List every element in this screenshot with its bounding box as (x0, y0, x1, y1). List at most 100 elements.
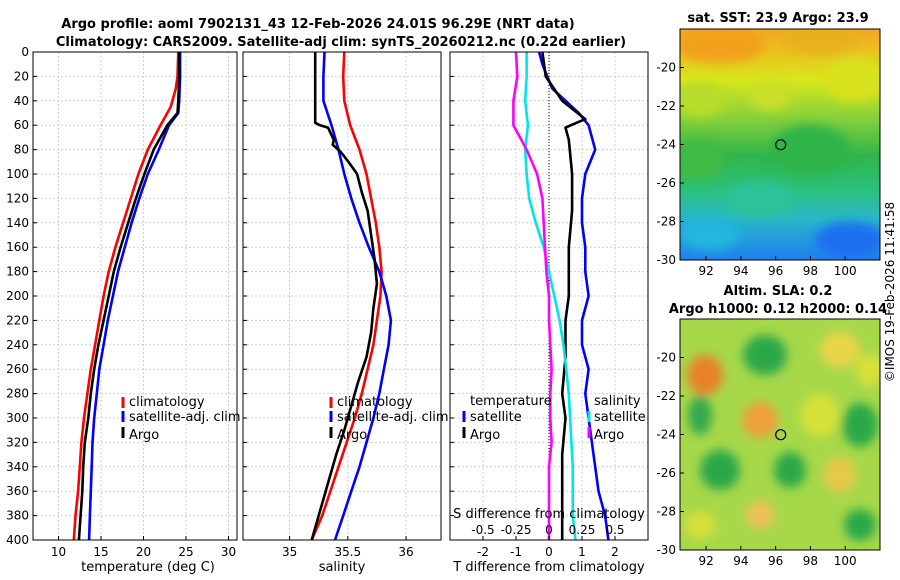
map-y-tick-label: -30 (656, 543, 676, 557)
y-tick-label: 160 (6, 240, 29, 254)
x2-tick-label: 0.5 (605, 523, 624, 537)
temperature-panel: 10 15 20 25 30020406080100120140160180200220… (6, 45, 238, 559)
sla-patches (684, 332, 880, 541)
x2-tick-label: 0.25 (569, 523, 596, 537)
map-y-tick-label: -30 (656, 253, 676, 267)
y-tick-label: 120 (6, 191, 29, 205)
map-y-tick-label: -28 (656, 215, 676, 229)
legend-label-argo: Argo (129, 428, 159, 443)
map-y-tick-label: -28 (656, 505, 676, 519)
salinity-panel: 35 35.5 36 (242, 51, 442, 559)
map-x-tick-label: 98 (803, 264, 818, 278)
y-tick-label: 260 (6, 362, 29, 376)
y-tick-label: 20 (14, 69, 29, 83)
map-x-tick-label: 96 (768, 554, 783, 568)
y-tick-label: 220 (6, 313, 29, 327)
argo-position-marker (775, 429, 787, 441)
map-y-tick-label: -20 (656, 351, 676, 365)
difference-xlabel: T difference from climatology (452, 560, 645, 575)
y-tick-label: 80 (14, 143, 29, 157)
x-tick-label: 30 (221, 545, 236, 559)
figure-title-line2: Climatology: CARS2009. Satellite-adj cli… (56, 35, 626, 50)
map-y-tick-label: -20 (656, 61, 676, 75)
x2-tick-label: 0 (545, 523, 553, 537)
imos-timestamp: ©IMOS 19-Feb-2026 11:41:58 (883, 202, 897, 382)
map-y-tick-label: -26 (656, 466, 676, 480)
map-y-tick-label: -22 (656, 389, 676, 403)
y-tick-label: 240 (6, 338, 29, 352)
series-line-satellite-adj-clim (322, 51, 393, 541)
series-line-argo (310, 52, 379, 541)
legend-title-temperature: temperature (470, 394, 552, 409)
map-x-tick-label: 92 (698, 264, 713, 278)
difference-xlabel-salinity: S difference from climatology (453, 507, 645, 522)
legend-label-argo: Argo (337, 428, 367, 443)
x2-tick-label: -0.25 (500, 523, 531, 537)
map-y-tick-label: -24 (656, 138, 676, 152)
y-tick-label: 200 (6, 289, 29, 303)
legend-label-s-argo: Argo (594, 428, 624, 443)
x-tick-label: 20 (136, 545, 151, 559)
sst-axes: 92 94 96 98 100 -20 -22 -24 -26 -28 -30 (656, 61, 856, 279)
sst-patches (680, 29, 880, 258)
legend-label-satellite: satellite-adj. clim (129, 410, 241, 425)
argo-position-marker (775, 139, 787, 151)
sst-map-title: sat. SST: 23.9 Argo: 23.9 (687, 11, 868, 26)
y-tick-label: 140 (6, 216, 29, 230)
series-line-argo (77, 52, 181, 541)
sla-axes: 92 94 96 98 100 -20 -22 -24 -26 -28 -30 (656, 351, 856, 569)
y-tick-label: 380 (6, 509, 29, 523)
x-tick-label: 0 (545, 545, 553, 559)
y-tick-label: 180 (6, 265, 29, 279)
legend-title-salinity: salinity (594, 394, 641, 409)
y-tick-label: 60 (14, 118, 29, 132)
map-x-tick-label: 100 (834, 264, 857, 278)
x2-tick-label: -0.5 (471, 523, 494, 537)
x-tick-label: -1 (510, 545, 522, 559)
salinity-legend: climatology satellite-adj. clim Argo (329, 395, 449, 443)
y-tick-label: 340 (6, 460, 29, 474)
sla-map-title: Altim. SLA: 0.2 (724, 284, 833, 299)
legend-label-satellite: satellite-adj. clim (337, 410, 449, 425)
legend-label-climatology: climatology (129, 395, 205, 410)
sla-map-subtitle: Argo h1000: 0.12 h2000: 0.14 (669, 302, 887, 317)
figure-title-line1: Argo profile: aoml 7902131_43 12-Feb-202… (61, 17, 574, 32)
y-tick-label: 0 (21, 45, 29, 59)
x-tick-label: 15 (93, 545, 108, 559)
x-tick-label: 35.5 (334, 545, 361, 559)
salinity-xlabel: salinity (319, 560, 366, 575)
x-tick-label: 25 (178, 545, 193, 559)
map-x-tick-label: 94 (733, 554, 748, 568)
x-tick-label: 10 (51, 545, 66, 559)
series-line-t-argo (541, 51, 587, 540)
map-x-tick-label: 100 (834, 554, 857, 568)
y-tick-label: 300 (6, 411, 29, 425)
x-tick-label: 2 (611, 545, 619, 559)
x-tick-label: 1 (578, 545, 586, 559)
series-line-climatology (72, 51, 180, 541)
y-tick-label: 100 (6, 167, 29, 181)
x-tick-label: -2 (477, 545, 489, 559)
map-x-tick-label: 94 (733, 264, 748, 278)
legend-label-t-satellite: satellite (470, 410, 522, 425)
y-tick-label: 40 (14, 94, 29, 108)
map-y-tick-label: -26 (656, 176, 676, 190)
map-x-tick-label: 92 (698, 554, 713, 568)
difference-legend: temperature satellite Argo salinity sate… (462, 394, 646, 443)
legend-label-climatology: climatology (337, 395, 413, 410)
series-line-s-satellite (523, 52, 577, 541)
temperature-xlabel: temperature (deg C) (81, 560, 215, 575)
series-line-s-argo (512, 51, 553, 540)
map-x-tick-label: 98 (803, 554, 818, 568)
y-tick-label: 360 (6, 484, 29, 498)
x-tick-label: 36 (398, 545, 413, 559)
map-x-tick-label: 96 (768, 264, 783, 278)
legend-label-s-satellite: satellite (594, 410, 646, 425)
y-tick-label: 400 (6, 533, 29, 547)
temperature-legend: climatology satellite-adj. clim Argo (121, 395, 241, 443)
difference-panel: -2 -1 0 1 2 -0.5 -0.25 0 0.25 0.5 (449, 51, 649, 559)
y-tick-label: 320 (6, 435, 29, 449)
map-y-tick-label: -22 (656, 99, 676, 113)
y-tick-label: 280 (6, 387, 29, 401)
